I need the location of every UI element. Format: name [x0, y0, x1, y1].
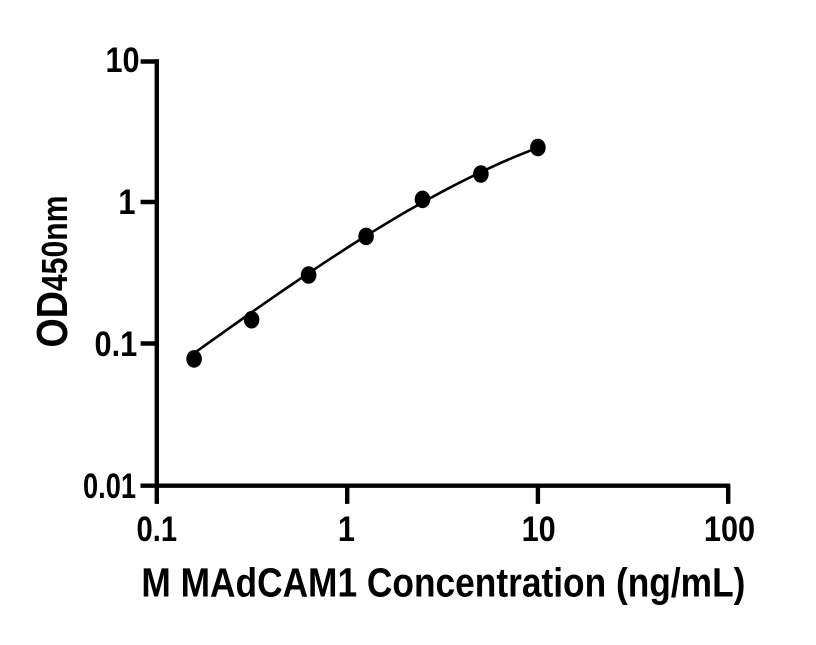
svg-text:10: 10 — [106, 40, 140, 80]
svg-text:0.01: 0.01 — [83, 466, 136, 506]
svg-text:M MAdCAM1 Concentration (ng/mL: M MAdCAM1 Concentration (ng/mL) — [141, 560, 745, 606]
svg-text:0.1: 0.1 — [137, 509, 178, 549]
svg-text:OD450nm: OD450nm — [29, 196, 77, 348]
svg-text:1: 1 — [118, 182, 135, 222]
svg-text:0.1: 0.1 — [95, 324, 138, 364]
svg-text:100: 100 — [704, 509, 755, 549]
svg-text:10: 10 — [522, 509, 556, 549]
svg-text:1: 1 — [338, 509, 355, 549]
